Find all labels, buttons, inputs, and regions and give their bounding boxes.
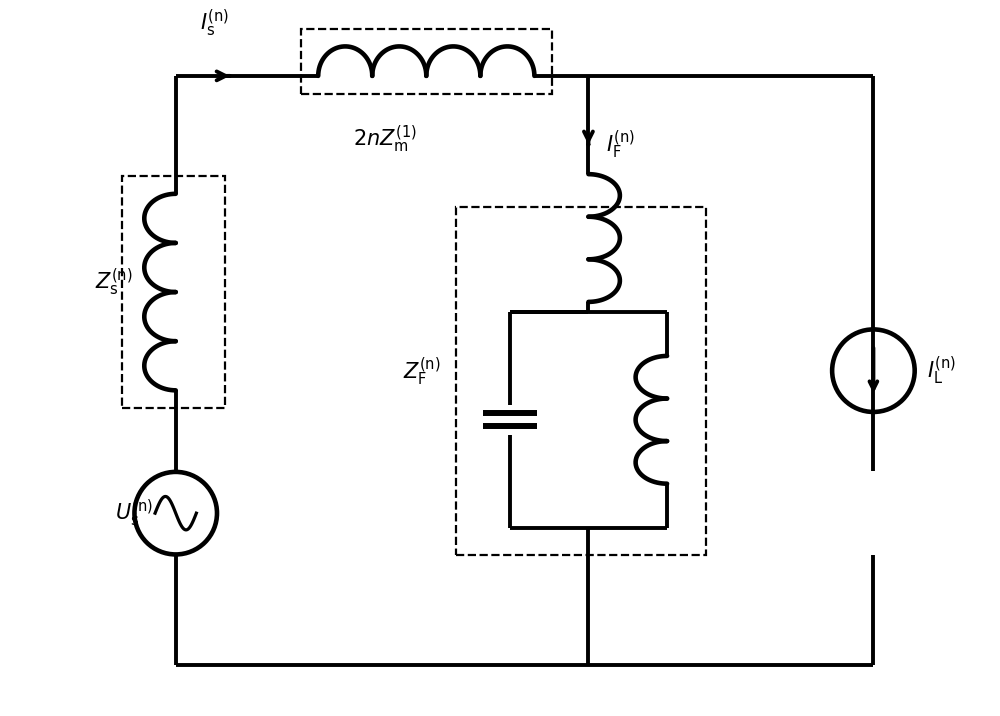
- Text: $2nZ_\mathrm{m}^{(1)}$: $2nZ_\mathrm{m}^{(1)}$: [353, 124, 416, 155]
- Bar: [122, 176, 225, 408]
- Text: $I_\mathrm{L}^{(\mathrm{n})}$: $I_\mathrm{L}^{(\mathrm{n})}$: [927, 354, 957, 387]
- Text: $I_\mathrm{s}^{(\mathrm{n})}$: $I_\mathrm{s}^{(\mathrm{n})}$: [200, 7, 229, 39]
- Text: $U_\mathrm{s}^{(\mathrm{n})}$: $U_\mathrm{s}^{(\mathrm{n})}$: [115, 498, 153, 529]
- Bar: [301, 29, 552, 94]
- Text: $Z_\mathrm{s}^{(\mathrm{n})}$: $Z_\mathrm{s}^{(\mathrm{n})}$: [95, 266, 133, 298]
- Bar: [456, 207, 706, 556]
- Text: $I_\mathrm{F}^{(\mathrm{n})}$: $I_\mathrm{F}^{(\mathrm{n})}$: [606, 128, 635, 161]
- Text: $Z_\mathrm{F}^{(\mathrm{n})}$: $Z_\mathrm{F}^{(\mathrm{n})}$: [403, 355, 441, 387]
